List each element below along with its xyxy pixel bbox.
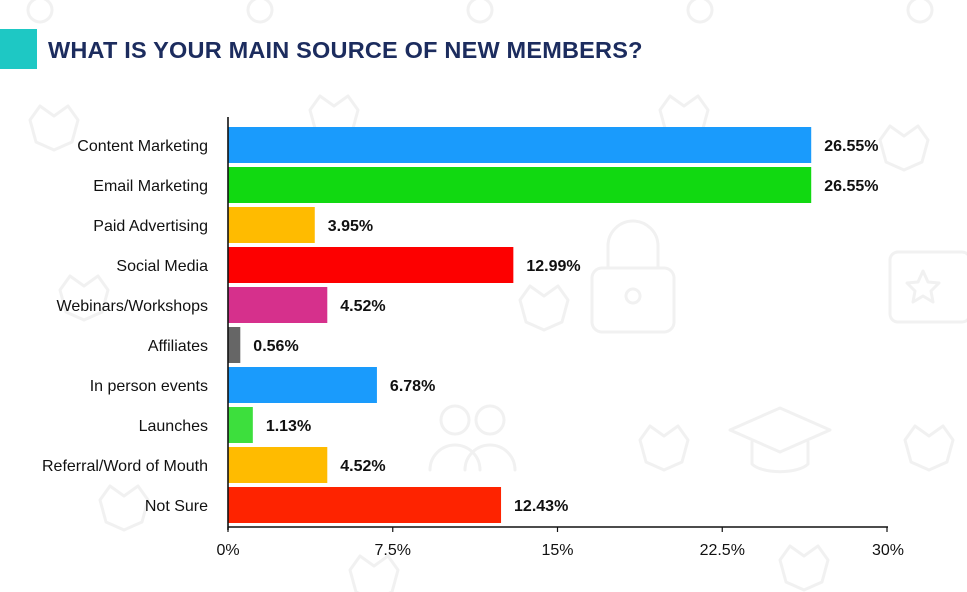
data-label: 4.52% (340, 298, 385, 315)
bar-webinars-workshops (228, 287, 328, 323)
background-people-doodle (428, 404, 517, 472)
category-label: Not Sure (145, 498, 208, 515)
data-label: 12.43% (514, 498, 568, 515)
title-accent-block (0, 29, 37, 69)
chart-title: WHAT IS YOUR MAIN SOURCE OF NEW MEMBERS? (48, 37, 643, 63)
category-label: Content Marketing (77, 138, 208, 155)
x-tick-label: 0% (216, 542, 239, 559)
category-label: Social Media (116, 258, 208, 275)
background-mask-doodle (98, 484, 150, 532)
data-label: 26.55% (824, 178, 878, 195)
x-tick-label: 22.5% (700, 542, 745, 559)
bar-launches (228, 407, 253, 443)
background-lock-doodle (590, 219, 676, 334)
background-mask-doodle (28, 104, 80, 152)
data-label: 6.78% (390, 378, 435, 395)
background-mask-doodle (878, 124, 930, 172)
data-label: 3.95% (328, 218, 373, 235)
background-mask-doodle (638, 424, 690, 472)
background-star-doodle (888, 250, 967, 324)
background-gradcap-doodle (728, 406, 832, 474)
data-label: 1.13% (266, 418, 311, 435)
background-circle-doodle (26, 0, 54, 24)
background-circle-doodle (246, 0, 274, 24)
background-mask-doodle (778, 544, 830, 592)
category-label: Launches (139, 418, 208, 435)
background-mask-doodle (58, 274, 110, 322)
bar-in-person-events (228, 367, 377, 403)
data-label: 0.56% (253, 338, 298, 355)
category-label: Webinars/Workshops (57, 298, 208, 315)
background-circle-doodle (906, 0, 934, 24)
background-mask-doodle (348, 554, 400, 592)
category-label: Paid Advertising (93, 218, 208, 235)
category-label: Referral/Word of Mouth (42, 458, 208, 475)
bar-email-marketing (228, 167, 812, 203)
bar-affiliates (228, 327, 241, 363)
bar-social-media (228, 247, 514, 283)
bar-paid-advertising (228, 207, 315, 243)
background-mask-doodle (518, 284, 570, 332)
background-mask-doodle (903, 424, 955, 472)
bar-not-sure (228, 487, 502, 523)
data-label: 12.99% (526, 258, 580, 275)
category-label: In person events (90, 378, 208, 395)
x-tick-label: 15% (541, 542, 573, 559)
background-circle-doodle (466, 0, 494, 24)
bar-content-marketing (228, 127, 812, 163)
background-circle-doodle (686, 0, 714, 24)
data-label: 4.52% (340, 458, 385, 475)
category-label: Email Marketing (93, 178, 208, 195)
x-tick-label: 30% (872, 542, 904, 559)
x-tick-label: 7.5% (375, 542, 411, 559)
bar-referral-word-of-mouth (228, 447, 328, 483)
data-label: 26.55% (824, 138, 878, 155)
category-label: Affiliates (148, 338, 208, 355)
